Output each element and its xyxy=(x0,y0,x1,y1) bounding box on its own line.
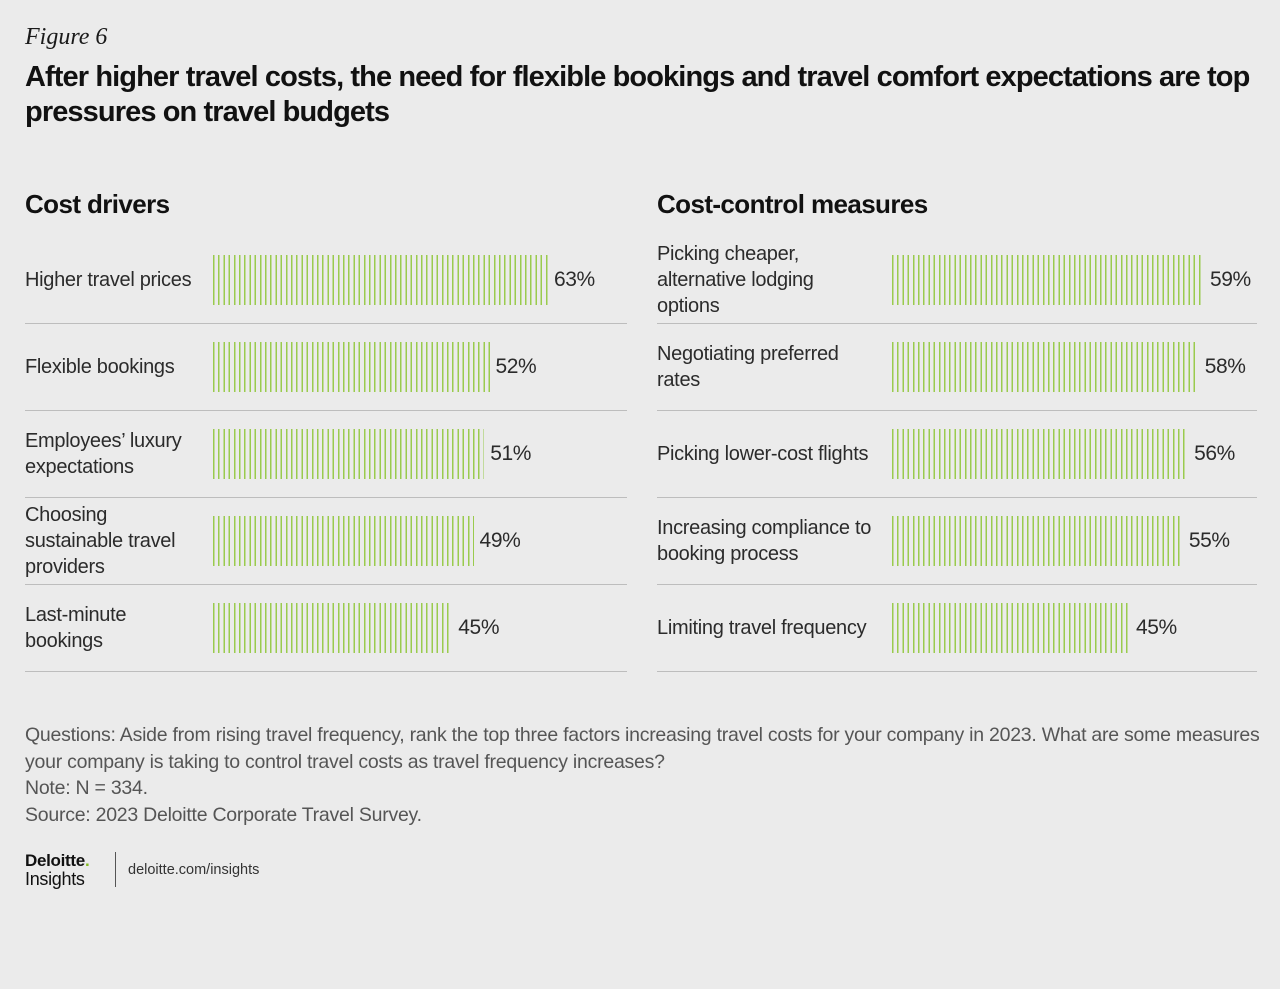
bar-rows: Picking cheaper, alternative lodging opt… xyxy=(657,237,1257,672)
bar-category-label: Choosing sustainable travel providers xyxy=(25,504,176,578)
bar-row: Limiting travel frequency 45% xyxy=(657,585,1257,672)
figure-label: Figure 6 xyxy=(25,24,108,50)
chart-title: After higher travel costs, the need for … xyxy=(25,61,1250,128)
bar xyxy=(892,603,1130,653)
bar-category-label: Limiting travel frequency xyxy=(657,617,867,639)
bar xyxy=(213,255,548,305)
bar xyxy=(213,516,474,566)
bar-value-label: 58% xyxy=(1204,355,1246,378)
footnote-questions: Questions: Aside from rising travel freq… xyxy=(25,724,1260,773)
brand-name: Deloitte xyxy=(25,851,85,870)
bar-value-label: 56% xyxy=(1194,442,1235,465)
bar xyxy=(213,429,485,479)
bar-row: Picking cheaper, alternative lodging opt… xyxy=(657,237,1257,324)
bar-row: Choosing sustainable travel providers 49% xyxy=(25,498,627,585)
cost-drivers-panel: Cost drivers Higher travel prices 63% Flex… xyxy=(25,185,627,672)
panel-title: Cost drivers xyxy=(25,189,170,219)
bar xyxy=(892,516,1183,566)
bar-value-label: 49% xyxy=(479,529,521,552)
footnote-source: Source: 2023 Deloitte Corporate Travel S… xyxy=(25,803,422,826)
bar-row: Higher travel prices 63% xyxy=(25,237,627,324)
bar-category-label: Negotiating preferred rates xyxy=(657,343,839,391)
bar-row: Negotiating preferred rates 58% xyxy=(657,324,1257,411)
brand-url[interactable]: deloitte.com/insights xyxy=(128,862,260,878)
bar xyxy=(892,255,1204,305)
bar-rows: Higher travel prices 63% Flexible bookings… xyxy=(25,237,627,672)
brand-sub: Insights xyxy=(25,869,85,889)
bar-category-label: Picking cheaper, alternative lodging opt… xyxy=(657,243,814,317)
footnote-note: Note: N = 334. xyxy=(25,777,148,799)
bar-category-label: Increasing compliance to booking process xyxy=(657,517,872,565)
bar-row: Last-minute bookings 45% xyxy=(25,585,627,672)
bar xyxy=(892,342,1199,392)
bar-category-label: Employees’ luxury expectations xyxy=(25,430,182,478)
bar-value-label: 63% xyxy=(554,268,595,291)
brand-dot: . xyxy=(84,851,90,870)
bar xyxy=(213,603,453,653)
bar xyxy=(892,429,1189,479)
bar-value-label: 59% xyxy=(1210,268,1251,291)
bar-value-label: 51% xyxy=(490,442,532,465)
bar-category-label: Flexible bookings xyxy=(25,356,175,378)
panel-title: Cost-control measures xyxy=(657,189,928,219)
bar-row: Flexible bookings 52% xyxy=(25,324,627,411)
deloitte-logo: Deloitte. Insights xyxy=(25,851,90,889)
bar-value-label: 52% xyxy=(495,355,537,378)
bar-category-label: Higher travel prices xyxy=(25,269,192,291)
footnote: Questions: Aside from rising travel freq… xyxy=(25,722,1260,828)
cost-control-panel: Cost-control measures Picking cheaper, a… xyxy=(657,185,1257,672)
bar-row: Employees’ luxury expectations 51% xyxy=(25,411,627,498)
bar-value-label: 45% xyxy=(1135,616,1177,639)
brand-divider xyxy=(115,852,116,887)
bar-category-label: Picking lower-cost flights xyxy=(657,443,869,465)
bar-row: Picking lower-cost flights 56% xyxy=(657,411,1257,498)
bar xyxy=(213,342,490,392)
bar-category-label: Last-minute bookings xyxy=(25,604,127,652)
bar-value-label: 45% xyxy=(458,616,500,639)
bar-row: Increasing compliance to booking process… xyxy=(657,498,1257,585)
bar-value-label: 55% xyxy=(1188,529,1230,552)
